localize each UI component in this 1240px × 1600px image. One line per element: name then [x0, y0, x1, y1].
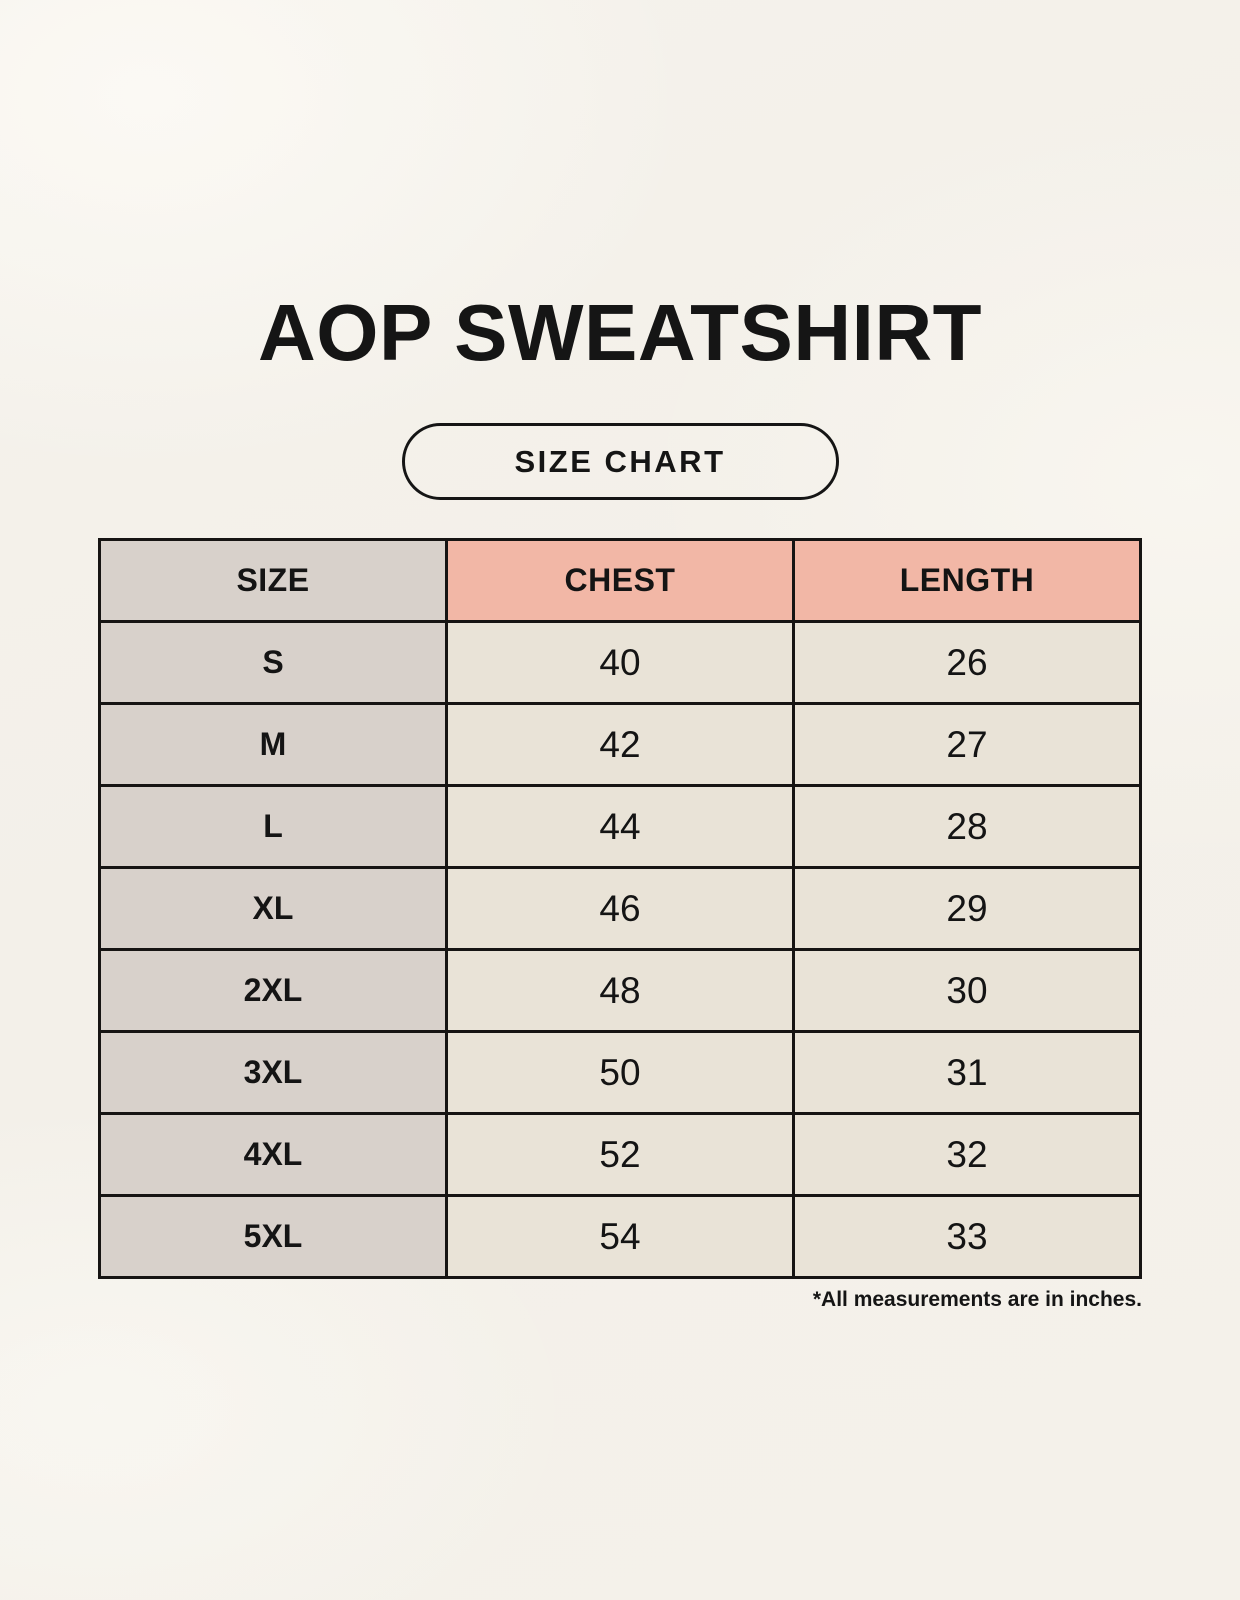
table-row: M 42 27	[98, 702, 1142, 787]
value-cell: 31	[792, 1030, 1142, 1115]
column-header-length: LENGTH	[792, 538, 1142, 623]
table-row: 5XL 54 33	[98, 1194, 1142, 1279]
value-cell: 42	[445, 702, 795, 787]
value-cell: 44	[445, 784, 795, 869]
table-row: 4XL 52 32	[98, 1112, 1142, 1197]
header-row: SIZE CHEST LENGTH	[98, 538, 1142, 623]
size-cell: XL	[98, 866, 448, 951]
size-table: SIZE CHEST LENGTH S 40 26 M 42 27 L 44 28 XL 46 29 2…	[98, 538, 1142, 1279]
value-cell: 33	[792, 1194, 1142, 1279]
size-table-body: S 40 26 M 42 27 L 44 28 XL 46 29 2XL 48 30 3XL 50 31 4XL 52…	[98, 620, 1142, 1279]
value-cell: 46	[445, 866, 795, 951]
size-chart-badge: SIZE CHART	[401, 423, 839, 500]
value-cell: 27	[792, 702, 1142, 787]
size-cell: L	[98, 784, 448, 869]
value-cell: 26	[792, 620, 1142, 705]
table-row: S 40 26	[98, 620, 1142, 705]
size-table-head: SIZE CHEST LENGTH	[98, 538, 1142, 623]
value-cell: 48	[445, 948, 795, 1033]
size-cell: M	[98, 702, 448, 787]
size-cell: S	[98, 620, 448, 705]
column-header-size: SIZE	[98, 538, 448, 623]
value-cell: 28	[792, 784, 1142, 869]
value-cell: 29	[792, 866, 1142, 951]
size-cell: 3XL	[98, 1030, 448, 1115]
table-row: L 44 28	[98, 784, 1142, 869]
size-cell: 2XL	[98, 948, 448, 1033]
value-cell: 50	[445, 1030, 795, 1115]
measurements-footnote: *All measurements are in inches.	[812, 1288, 1142, 1311]
table-row: 3XL 50 31	[98, 1030, 1142, 1115]
size-cell: 5XL	[98, 1194, 448, 1279]
value-cell: 54	[445, 1194, 795, 1279]
value-cell: 32	[792, 1112, 1142, 1197]
size-cell: 4XL	[98, 1112, 448, 1197]
value-cell: 52	[445, 1112, 795, 1197]
column-header-chest: CHEST	[445, 538, 795, 623]
table-row: XL 46 29	[98, 866, 1142, 951]
value-cell: 40	[445, 620, 795, 705]
table-row: 2XL 48 30	[98, 948, 1142, 1033]
page-title: AOP SWEATSHIRT	[257, 288, 983, 377]
value-cell: 30	[792, 948, 1142, 1033]
size-chart-badge-label: SIZE CHART	[514, 443, 726, 479]
